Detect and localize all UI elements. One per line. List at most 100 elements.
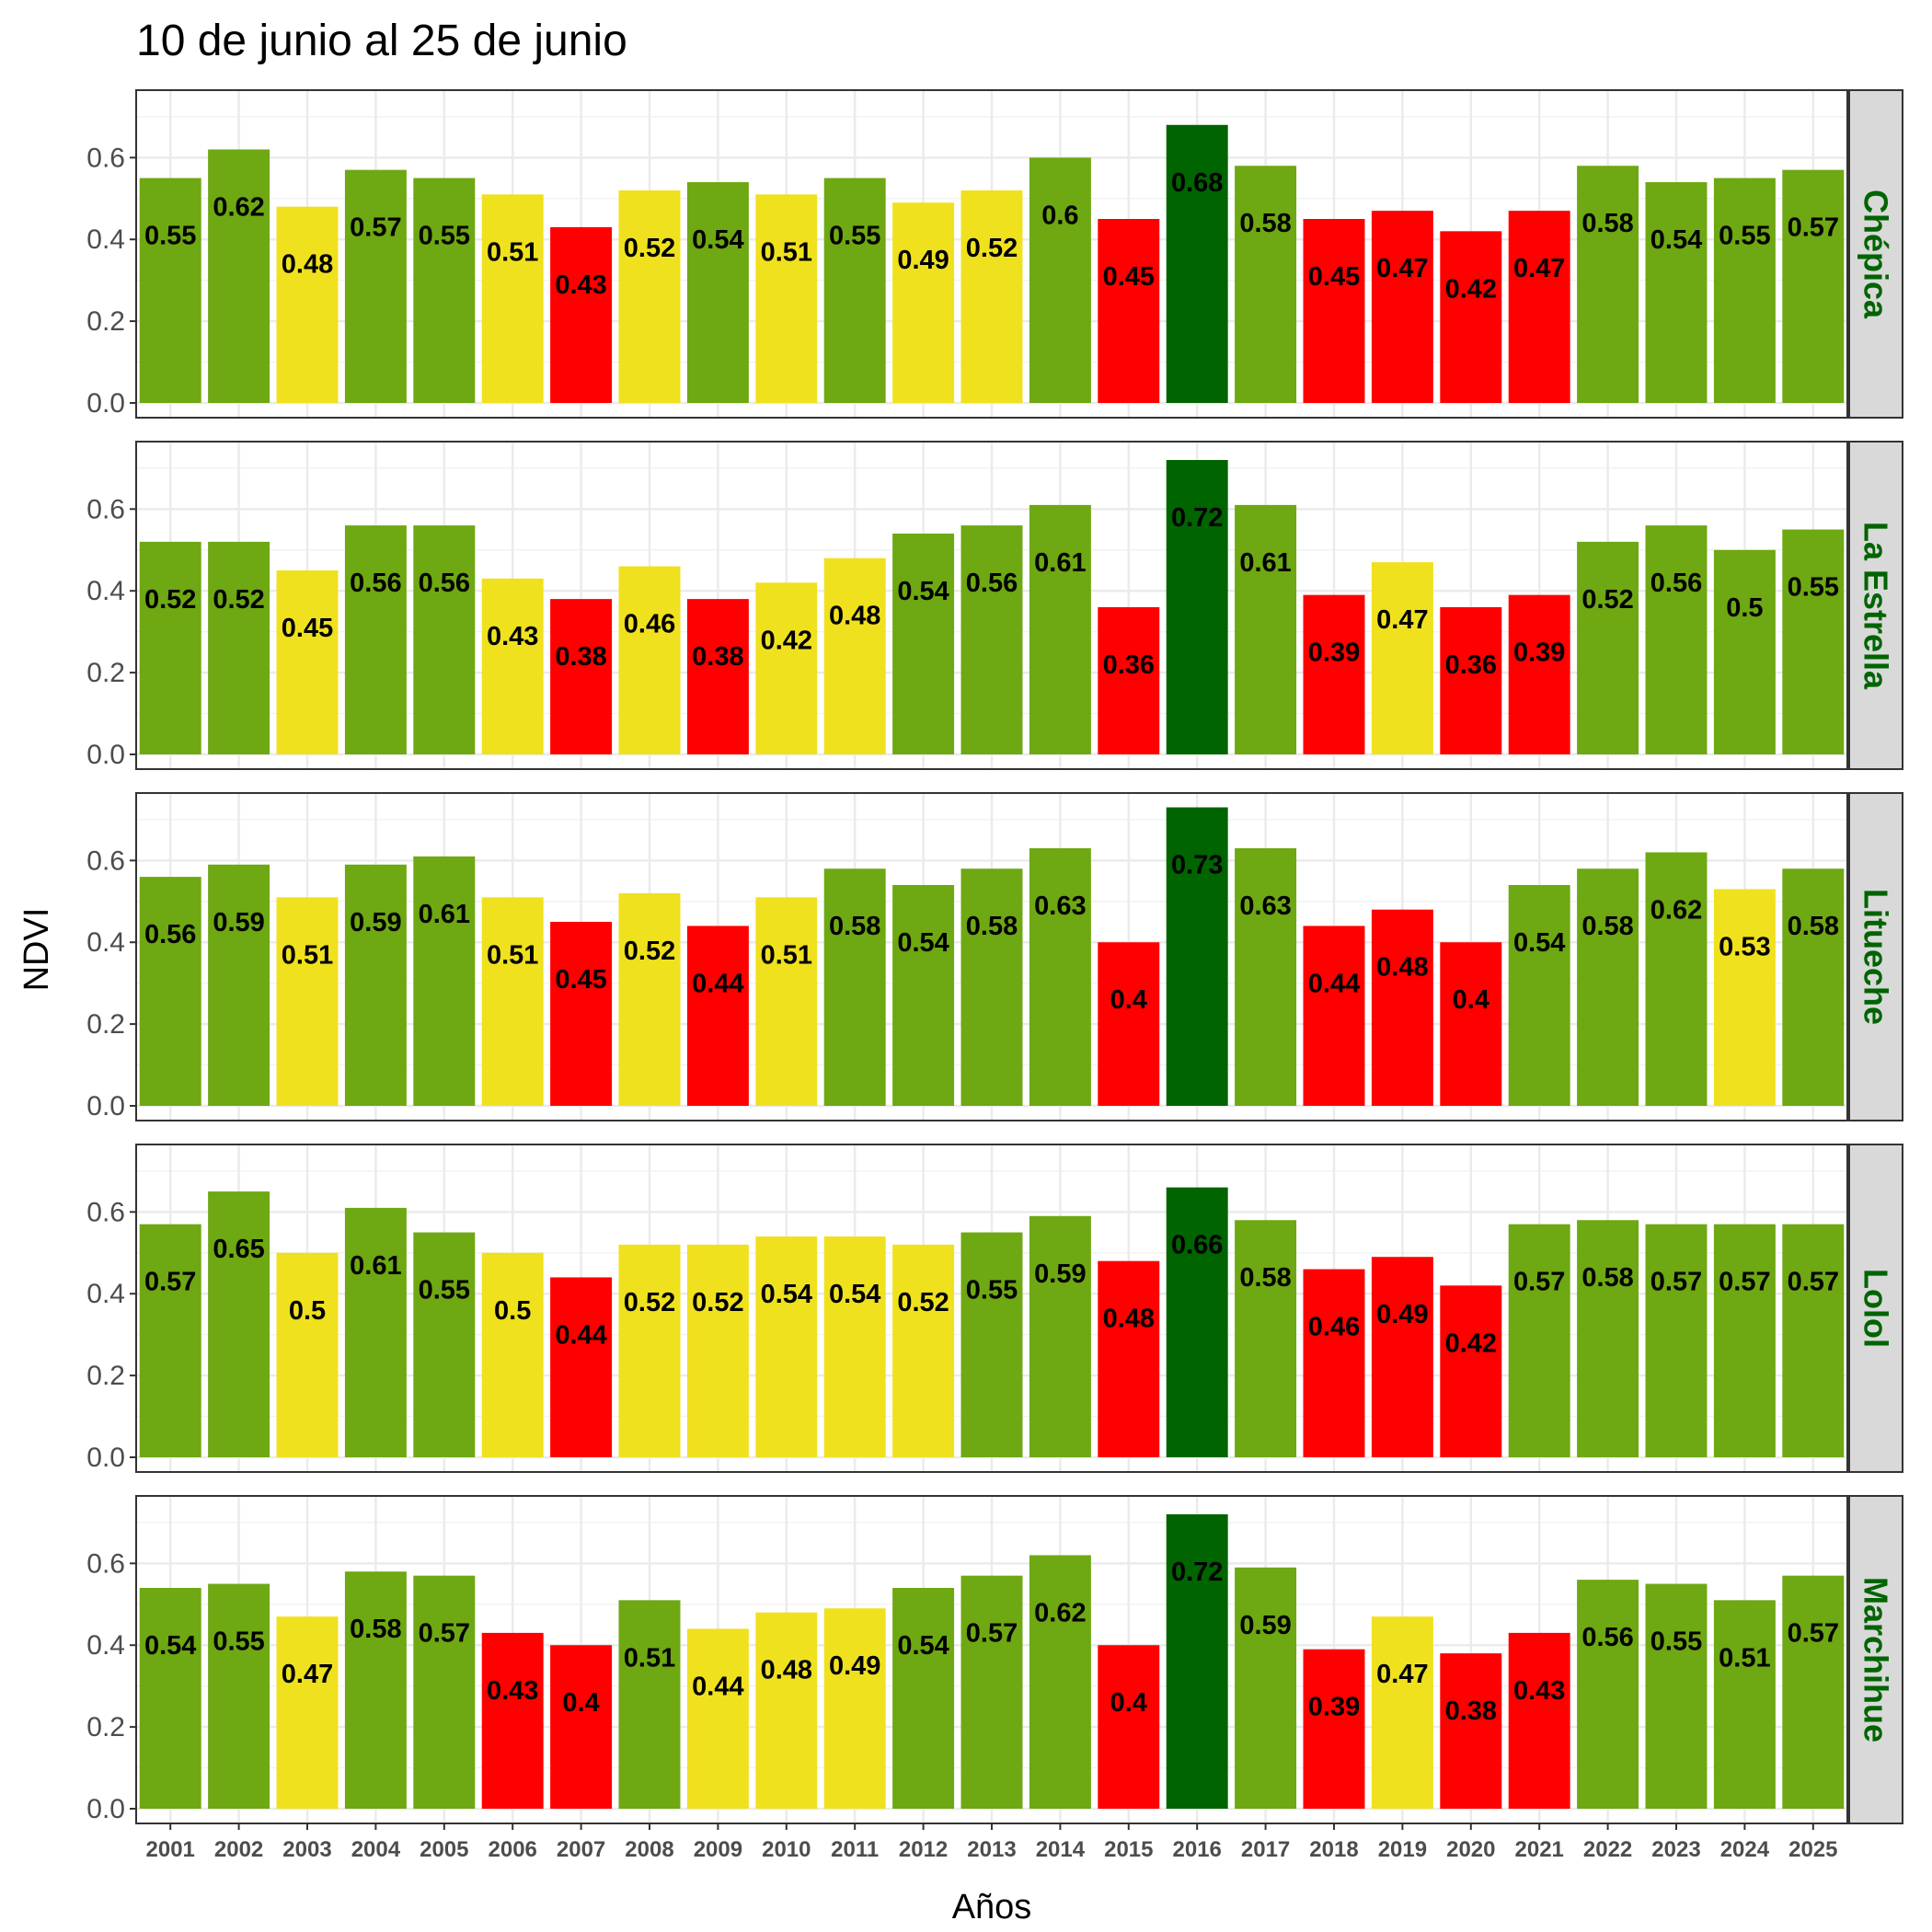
- bar-2010: [755, 582, 818, 754]
- bar-2004: [344, 1571, 407, 1809]
- x-tick-label: 2016: [1173, 1837, 1222, 1862]
- bar-value-label: 0.45: [282, 614, 333, 643]
- bar-2003: [276, 570, 339, 754]
- bar-2002: [208, 864, 270, 1106]
- bar-value-label: 0.72: [1171, 503, 1223, 533]
- bar-2020: [1440, 1285, 1502, 1457]
- bar-2009: [686, 599, 749, 754]
- bar-2025: [1782, 868, 1845, 1106]
- bar-value-label: 0.57: [144, 1268, 196, 1297]
- bar-2011: [823, 558, 886, 754]
- bar-2024: [1713, 549, 1776, 754]
- bar-value-label: 0.45: [555, 965, 606, 995]
- bar-2023: [1645, 182, 1708, 403]
- bar-2009: [686, 1628, 749, 1809]
- bar-value-label: 0.49: [829, 1651, 880, 1681]
- bar-2019: [1371, 562, 1433, 754]
- x-tick-label: 2020: [1446, 1837, 1495, 1862]
- y-tick-label: 0.6: [86, 845, 125, 876]
- bar-value-label: 0.65: [213, 1235, 264, 1264]
- bar-value-label: 0.57: [350, 213, 401, 243]
- bar-2011: [823, 1236, 886, 1457]
- bar-value-label: 0.66: [1171, 1231, 1223, 1260]
- bar-value-label: 0.48: [761, 1656, 812, 1685]
- bar-value-label: 0.45: [1103, 262, 1155, 292]
- bar-value-label: 0.43: [555, 270, 606, 300]
- bar-2012: [892, 1588, 955, 1809]
- bar-value-label: 0.58: [966, 912, 1018, 941]
- bar-value-label: 0.51: [487, 940, 538, 970]
- bar-2013: [960, 1575, 1023, 1809]
- bar-value-label: 0.55: [419, 1276, 470, 1305]
- x-tick-label: 2003: [282, 1837, 331, 1862]
- bar-2012: [892, 885, 955, 1106]
- x-tick-label: 2022: [1583, 1837, 1632, 1862]
- bar-value-label: 0.52: [966, 234, 1018, 263]
- bar-2023: [1645, 525, 1708, 754]
- bar-2022: [1577, 166, 1639, 403]
- bar-value-label: 0.51: [487, 237, 538, 267]
- bar-value-label: 0.48: [829, 602, 880, 631]
- y-tick-label: 0.4: [86, 1630, 125, 1661]
- bar-2008: [618, 1244, 681, 1457]
- bar-value-label: 0.61: [419, 900, 470, 929]
- bar-value-label: 0.55: [1650, 1627, 1702, 1657]
- bar-2011: [823, 1608, 886, 1809]
- bar-value-label: 0.54: [897, 577, 949, 606]
- bar-2016: [1166, 124, 1228, 403]
- bar-2003: [276, 897, 339, 1106]
- bar-value-label: 0.53: [1719, 932, 1770, 961]
- bar-value-label: 0.59: [1239, 1611, 1291, 1640]
- bar-2021: [1508, 1224, 1570, 1457]
- x-tick-label: 2024: [1720, 1837, 1770, 1862]
- bar-value-label: 0.52: [624, 234, 675, 263]
- bar-2011: [823, 178, 886, 403]
- bar-2017: [1235, 1567, 1297, 1809]
- bar-2002: [208, 149, 270, 403]
- y-tick-label: 0.4: [86, 224, 125, 255]
- bar-value-label: 0.63: [1034, 891, 1086, 921]
- bar-value-label: 0.4: [1110, 985, 1147, 1015]
- bar-value-label: 0.42: [761, 626, 812, 655]
- bar-2024: [1713, 178, 1776, 403]
- bar-2004: [344, 169, 407, 403]
- bar-2007: [550, 922, 613, 1106]
- bar-2009: [686, 926, 749, 1106]
- facet-panel-1: 0.52 0.52 0.45 0.56 0.56 0.43 0.38 0.46 0.38 0.42…: [86, 441, 1903, 770]
- bar-value-label: 0.72: [1171, 1558, 1223, 1587]
- bar-2017: [1235, 504, 1297, 754]
- bar-value-label: 0.4: [562, 1688, 599, 1718]
- bar-2025: [1782, 169, 1845, 403]
- y-tick-label: 0.6: [86, 143, 125, 173]
- bar-2002: [208, 541, 270, 754]
- bar-2007: [550, 599, 613, 754]
- bar-2018: [1303, 219, 1365, 403]
- bar-2001: [139, 541, 201, 754]
- bar-2001: [139, 1224, 201, 1457]
- bar-value-label: 0.57: [1719, 1268, 1770, 1297]
- x-tick-label: 2001: [146, 1837, 195, 1862]
- bar-2004: [344, 1207, 407, 1457]
- bar-2005: [413, 1232, 476, 1457]
- panel-border: [135, 441, 1848, 770]
- y-tick-label: 0.4: [86, 927, 125, 958]
- y-tick-label: 0.0: [86, 1443, 125, 1473]
- bar-2015: [1098, 942, 1160, 1106]
- bar-value-label: 0.58: [1581, 209, 1633, 238]
- bar-value-label: 0.47: [1513, 254, 1565, 283]
- bar-value-label: 0.73: [1171, 851, 1223, 880]
- bar-2022: [1577, 1580, 1639, 1809]
- bar-2024: [1713, 889, 1776, 1106]
- bar-value-label: 0.5: [1726, 593, 1763, 623]
- facet-strip: [1848, 1144, 1903, 1473]
- bar-2017: [1235, 1220, 1297, 1457]
- y-tick-label: 0.6: [86, 494, 125, 524]
- bar-value-label: 0.49: [1376, 1300, 1428, 1329]
- bar-2018: [1303, 1269, 1365, 1457]
- bar-value-label: 0.56: [1650, 569, 1702, 598]
- bar-value-label: 0.58: [1581, 1263, 1633, 1293]
- bar-2023: [1645, 1224, 1708, 1457]
- x-tick-label: 2002: [214, 1837, 263, 1862]
- bar-2014: [1029, 504, 1091, 754]
- bar-value-label: 0.51: [1719, 1643, 1770, 1673]
